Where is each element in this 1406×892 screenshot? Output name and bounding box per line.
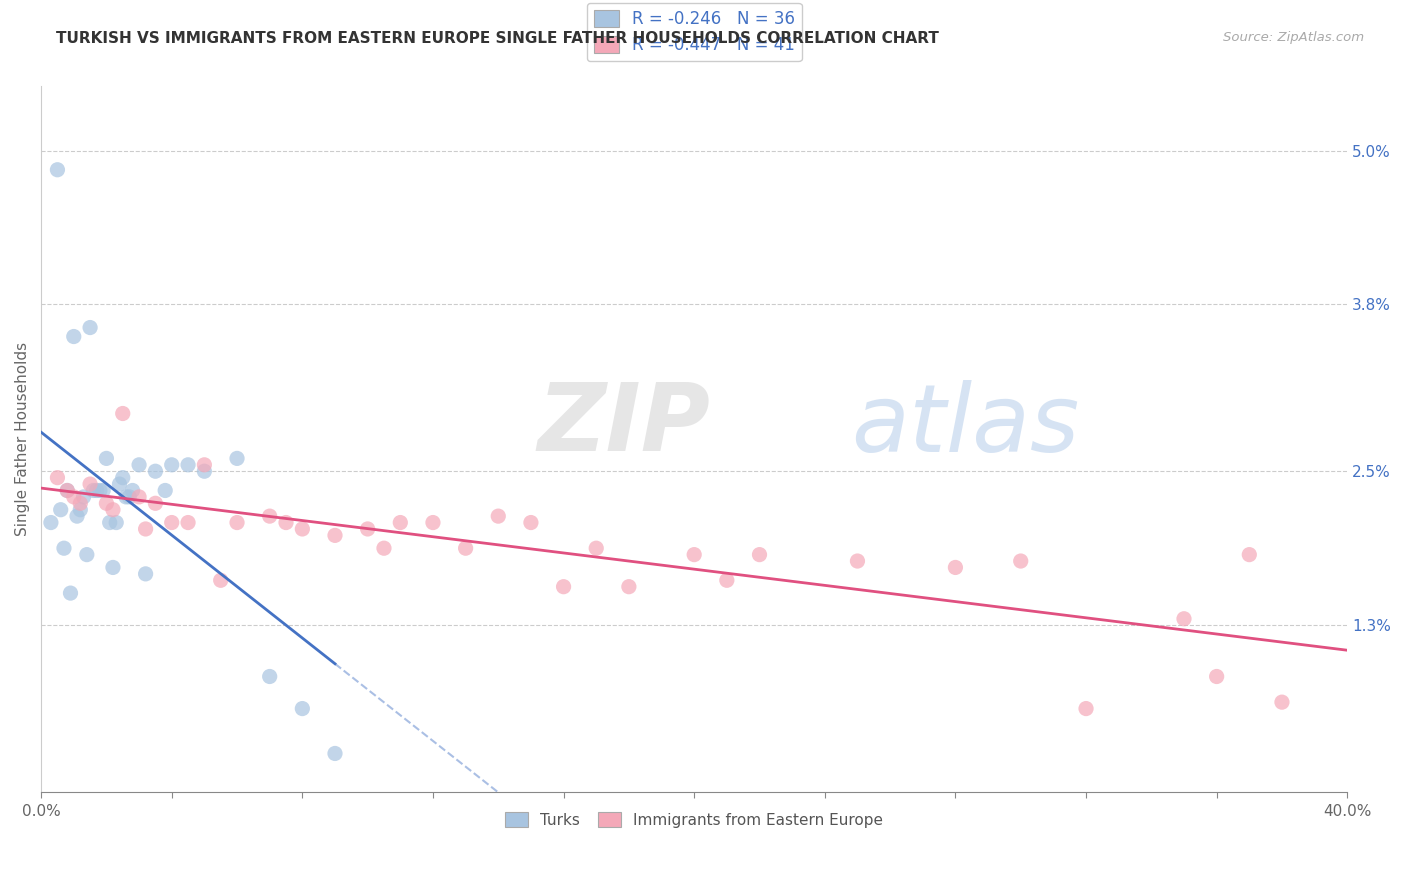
Point <box>108 477 131 491</box>
Point <box>111 470 134 484</box>
Point <box>89 483 111 498</box>
Point <box>748 548 770 562</box>
Point <box>86 483 108 498</box>
Point <box>69 502 91 516</box>
Point <box>274 516 297 530</box>
Point <box>135 566 157 581</box>
Text: atlas: atlas <box>851 380 1080 471</box>
Point <box>145 496 167 510</box>
Point <box>160 458 183 472</box>
Point <box>62 490 84 504</box>
Point <box>323 747 346 761</box>
Point <box>291 701 314 715</box>
Point <box>135 522 157 536</box>
Point <box>96 451 118 466</box>
Point <box>115 490 138 504</box>
Point <box>177 458 200 472</box>
Y-axis label: Single Father Households: Single Father Households <box>15 343 30 536</box>
Point <box>1239 548 1261 562</box>
Point <box>46 470 69 484</box>
Point <box>226 451 249 466</box>
Point <box>291 522 314 536</box>
Point <box>945 560 967 574</box>
Point <box>486 509 509 524</box>
Point <box>52 541 75 556</box>
Point <box>1074 701 1097 715</box>
Text: Source: ZipAtlas.com: Source: ZipAtlas.com <box>1223 31 1364 45</box>
Point <box>62 329 84 343</box>
Point <box>846 554 869 568</box>
Point <box>1010 554 1032 568</box>
Point <box>373 541 395 556</box>
Point <box>177 516 200 530</box>
Point <box>59 586 82 600</box>
Point <box>121 483 143 498</box>
Point <box>193 458 215 472</box>
Point <box>585 541 607 556</box>
Point <box>46 162 69 177</box>
Point <box>617 580 640 594</box>
Point <box>76 548 98 562</box>
Point <box>39 516 62 530</box>
Legend: Turks, Immigrants from Eastern Europe: Turks, Immigrants from Eastern Europe <box>499 805 890 834</box>
Point <box>56 483 79 498</box>
Point <box>128 458 150 472</box>
Point <box>49 502 72 516</box>
Point <box>56 483 79 498</box>
Point <box>72 490 94 504</box>
Point <box>259 509 281 524</box>
Point <box>226 516 249 530</box>
Point <box>79 320 101 334</box>
Point <box>716 574 738 588</box>
Point <box>389 516 412 530</box>
Point <box>193 464 215 478</box>
Point <box>79 477 101 491</box>
Point <box>160 516 183 530</box>
Point <box>69 496 91 510</box>
Text: TURKISH VS IMMIGRANTS FROM EASTERN EUROPE SINGLE FATHER HOUSEHOLDS CORRELATION C: TURKISH VS IMMIGRANTS FROM EASTERN EUROP… <box>56 31 939 46</box>
Point <box>101 560 124 574</box>
Point <box>82 483 104 498</box>
Point <box>209 574 232 588</box>
Point <box>128 490 150 504</box>
Point <box>1271 695 1294 709</box>
Point <box>101 502 124 516</box>
Point <box>553 580 575 594</box>
Point <box>118 490 141 504</box>
Point <box>91 483 114 498</box>
Point <box>98 516 121 530</box>
Point <box>111 407 134 421</box>
Text: ZIP: ZIP <box>537 379 710 471</box>
Point <box>105 516 128 530</box>
Point <box>153 483 176 498</box>
Point <box>145 464 167 478</box>
Point <box>259 669 281 683</box>
Point <box>323 528 346 542</box>
Point <box>1173 612 1195 626</box>
Point <box>454 541 477 556</box>
Point <box>520 516 543 530</box>
Point <box>1205 669 1227 683</box>
Point <box>422 516 444 530</box>
Point <box>356 522 378 536</box>
Point <box>683 548 706 562</box>
Point <box>66 509 89 524</box>
Point <box>96 496 118 510</box>
